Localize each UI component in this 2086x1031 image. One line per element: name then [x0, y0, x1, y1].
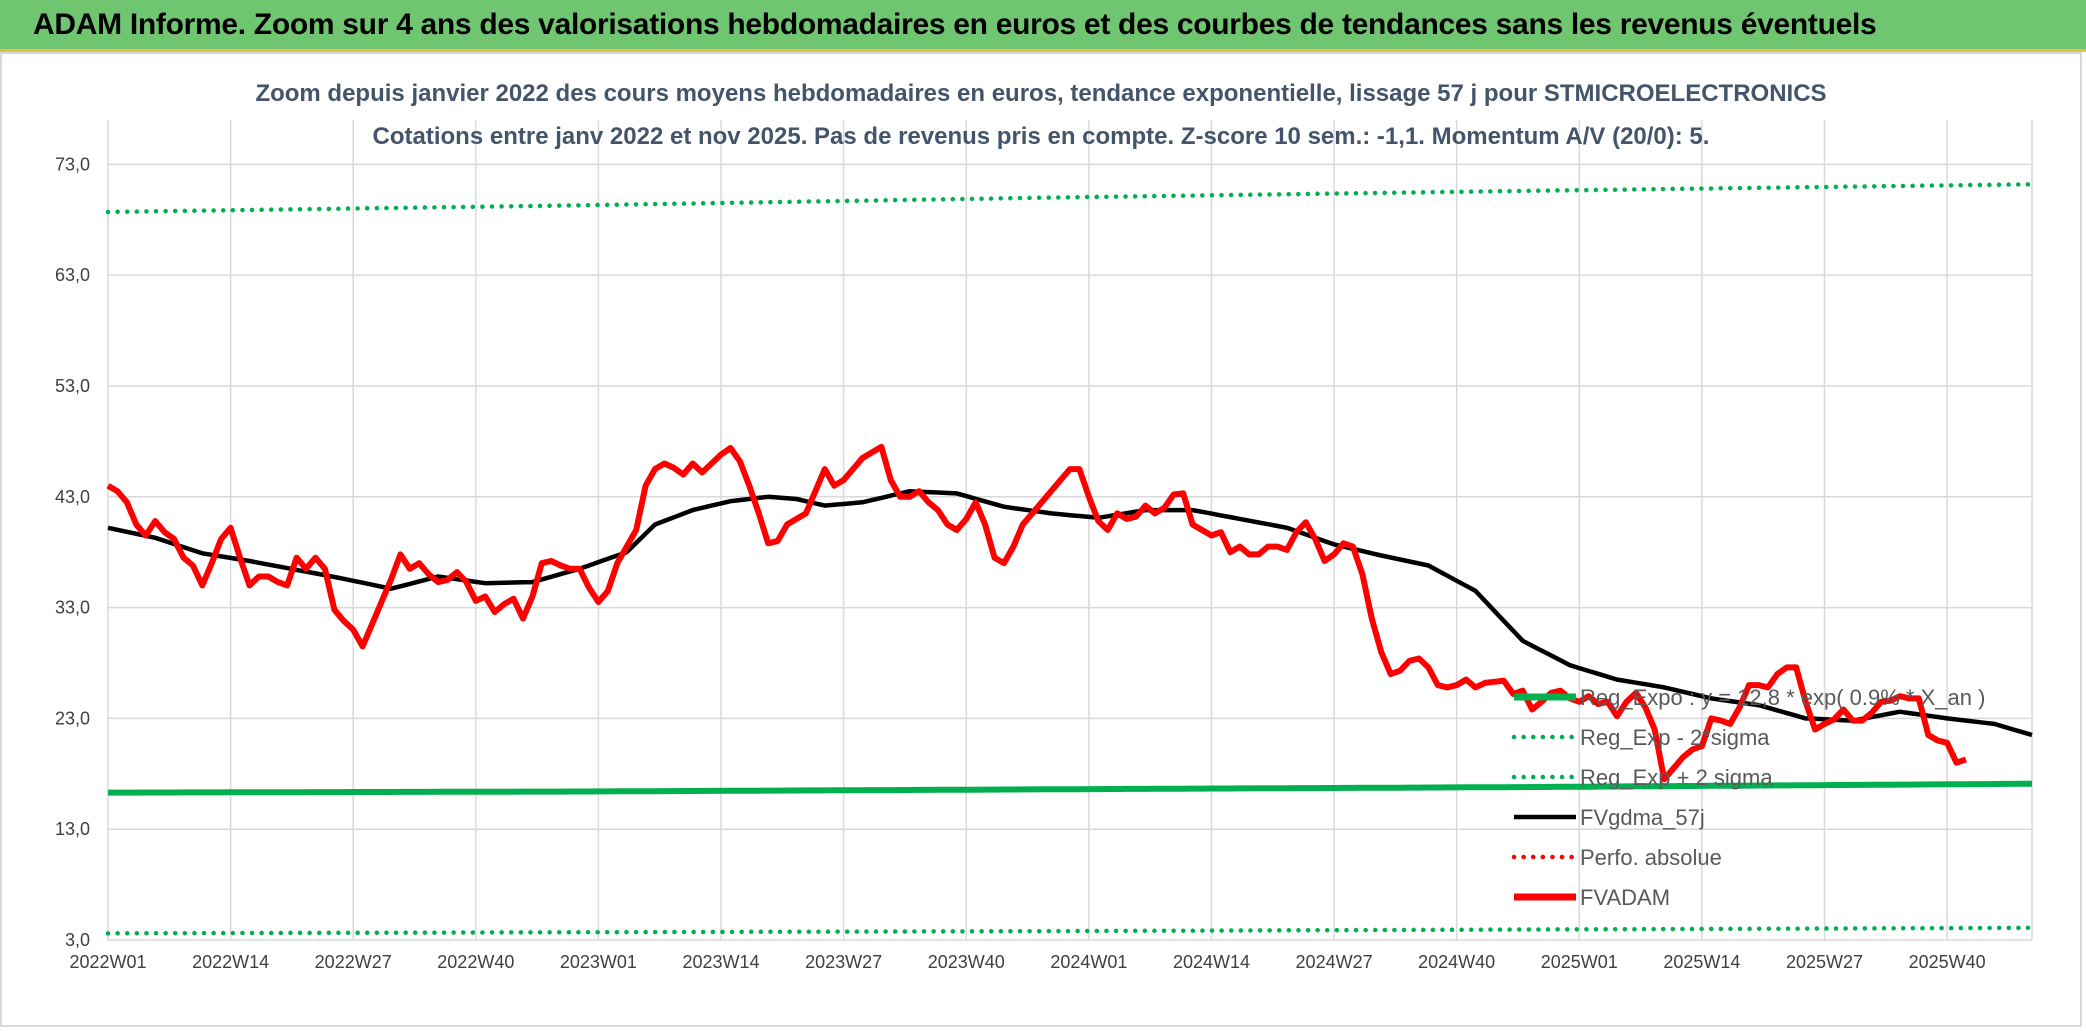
line-chart: 3,0 13,0 23,0 33,0 43,0 53,0 63,0 73,0 2022W01 20… — [55, 80, 2035, 972]
x-tick-label: 2025W27 — [1786, 952, 1863, 972]
chart-title: Zoom depuis janvier 2022 des cours moyen… — [255, 80, 1826, 107]
legend-label: Reg_Expo : y = 12,8 * exp( 0.9% * X_an ) — [1580, 685, 1985, 710]
x-tick-label: 2023W27 — [805, 952, 882, 972]
legend-label: Perfo. absolue — [1580, 845, 1722, 870]
series-line-1 — [105, 925, 2035, 936]
series-line-2 — [105, 182, 2035, 215]
y-tick-label: 13,0 — [55, 819, 90, 839]
header-title: ADAM Informe. Zoom sur 4 ans des valoris… — [33, 8, 1877, 41]
series-lines — [105, 182, 2035, 936]
y-tick-label: 33,0 — [55, 598, 90, 618]
x-tick-label: 2022W40 — [437, 952, 514, 972]
y-tick-label: 23,0 — [55, 708, 90, 728]
x-tick-label: 2024W01 — [1050, 952, 1127, 972]
axes: 3,0 13,0 23,0 33,0 43,0 53,0 63,0 73,0 2022W01 20… — [55, 154, 1986, 972]
legend: Reg_Expo : y = 12,8 * exp( 0.9% * X_an )… — [1511, 685, 1985, 910]
legend-label: FVADAM — [1580, 885, 1670, 910]
x-tick-label: 2024W27 — [1296, 952, 1373, 972]
y-tick-label: 3,0 — [65, 930, 90, 950]
chart-frame: 3,0 13,0 23,0 33,0 43,0 53,0 63,0 73,0 2022W01 20… — [0, 52, 2082, 1027]
series-line-3 — [107, 488, 2033, 738]
x-tick-label: 2023W14 — [683, 952, 760, 972]
gridlines — [107, 120, 2033, 941]
x-tick-label: 2022W01 — [69, 952, 146, 972]
series-line-5 — [106, 443, 1967, 783]
x-tick-label: 2022W27 — [315, 952, 392, 972]
x-tick-label: 2025W14 — [1663, 952, 1740, 972]
y-tick-label: 53,0 — [55, 376, 90, 396]
y-tick-label: 73,0 — [55, 154, 90, 174]
series-line-0 — [108, 780, 2032, 796]
x-tick-label: 2023W40 — [928, 952, 1005, 972]
x-tick-label: 2025W40 — [1909, 952, 1986, 972]
y-tick-label: 43,0 — [55, 487, 90, 507]
legend-label: FVgdma_57j — [1580, 805, 1705, 830]
header-bar: ADAM Informe. Zoom sur 4 ans des valoris… — [0, 0, 2086, 52]
y-tick-label: 63,0 — [55, 265, 90, 285]
x-tick-label: 2024W14 — [1173, 952, 1250, 972]
chart-subtitle: Cotations entre janv 2022 et nov 2025. P… — [373, 123, 1710, 150]
x-tick-label: 2023W01 — [560, 952, 637, 972]
x-tick-label: 2024W40 — [1418, 952, 1495, 972]
x-tick-label: 2025W01 — [1541, 952, 1618, 972]
legend-label: Reg_Exp - 2*sigma — [1580, 725, 1770, 750]
x-tick-label: 2022W14 — [192, 952, 269, 972]
legend-label: Reg_Exp + 2 sigma — [1580, 765, 1773, 790]
